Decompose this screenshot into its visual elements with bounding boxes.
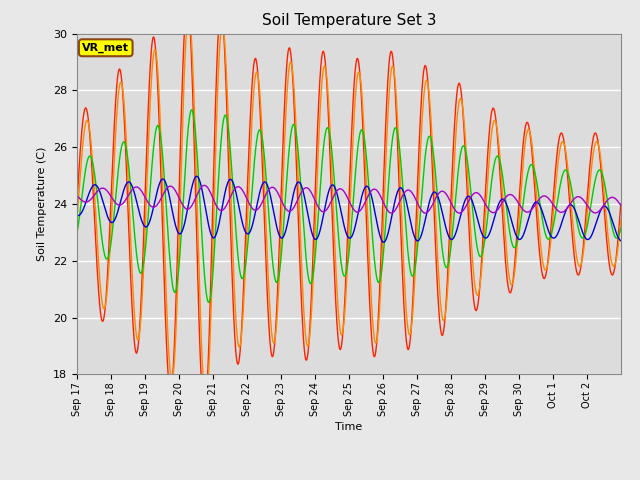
Line: Tsoil -32cm: Tsoil -32cm — [77, 185, 621, 213]
Tsoil -4cm — [382, 160, 390, 166]
Tsoil -2cm — [382, 120, 390, 126]
Tsoil -4cm — [610, 264, 618, 269]
Tsoil -8cm — [617, 225, 625, 231]
Tsoil -8cm — [382, 220, 390, 226]
Tsoil -2cm — [610, 270, 618, 276]
Tsoil -2cm — [184, 0, 191, 4]
Tsoil -16cm — [544, 226, 552, 231]
Tsoil -2cm — [200, 410, 208, 416]
Tsoil -4cm — [73, 219, 81, 225]
Tsoil -8cm — [205, 300, 212, 305]
Tsoil -16cm — [193, 173, 200, 179]
Tsoil -4cm — [544, 262, 552, 268]
Tsoil -16cm — [245, 231, 253, 237]
Tsoil -4cm — [513, 247, 521, 252]
Tsoil -16cm — [513, 234, 521, 240]
Title: Soil Temperature Set 3: Soil Temperature Set 3 — [262, 13, 436, 28]
Tsoil -8cm — [610, 230, 618, 236]
Tsoil -2cm — [544, 261, 552, 267]
Line: Tsoil -16cm: Tsoil -16cm — [77, 176, 621, 242]
Tsoil -16cm — [610, 222, 618, 228]
Line: Tsoil -8cm: Tsoil -8cm — [77, 110, 621, 302]
Tsoil -32cm — [421, 210, 429, 216]
Tsoil -2cm — [127, 285, 135, 290]
Tsoil -32cm — [73, 192, 81, 198]
Tsoil -32cm — [610, 195, 618, 201]
Tsoil -8cm — [188, 107, 195, 113]
Tsoil -32cm — [617, 203, 625, 208]
Tsoil -32cm — [245, 200, 253, 205]
Line: Tsoil -4cm: Tsoil -4cm — [77, 15, 621, 400]
Tsoil -32cm — [544, 194, 552, 200]
Text: VR_met: VR_met — [82, 43, 129, 53]
Tsoil -2cm — [513, 231, 521, 237]
Legend: Tsoil -2cm, Tsoil -4cm, Tsoil -8cm, Tsoil -16cm, Tsoil -32cm: Tsoil -2cm, Tsoil -4cm, Tsoil -8cm, Tsoi… — [99, 475, 598, 480]
Line: Tsoil -2cm: Tsoil -2cm — [77, 1, 621, 413]
Y-axis label: Soil Temperature (C): Soil Temperature (C) — [37, 147, 47, 261]
Tsoil -8cm — [544, 236, 552, 242]
X-axis label: Time: Time — [335, 421, 362, 432]
Tsoil -2cm — [245, 144, 253, 150]
Tsoil -4cm — [185, 12, 193, 18]
Tsoil -8cm — [245, 228, 253, 233]
Tsoil -4cm — [202, 397, 210, 403]
Tsoil -4cm — [245, 181, 253, 187]
Tsoil -4cm — [617, 216, 625, 222]
Tsoil -32cm — [513, 198, 521, 204]
Tsoil -8cm — [73, 231, 81, 237]
Tsoil -32cm — [381, 204, 389, 210]
Tsoil -8cm — [513, 240, 521, 246]
Tsoil -2cm — [617, 201, 625, 207]
Tsoil -16cm — [382, 237, 390, 243]
Tsoil -16cm — [73, 212, 81, 218]
Tsoil -2cm — [73, 201, 81, 207]
Tsoil -4cm — [127, 248, 135, 253]
Tsoil -16cm — [617, 238, 625, 243]
Tsoil -16cm — [127, 181, 135, 187]
Tsoil -32cm — [200, 182, 208, 188]
Tsoil -32cm — [127, 188, 135, 194]
Tsoil -16cm — [380, 240, 387, 245]
Tsoil -8cm — [127, 190, 135, 196]
